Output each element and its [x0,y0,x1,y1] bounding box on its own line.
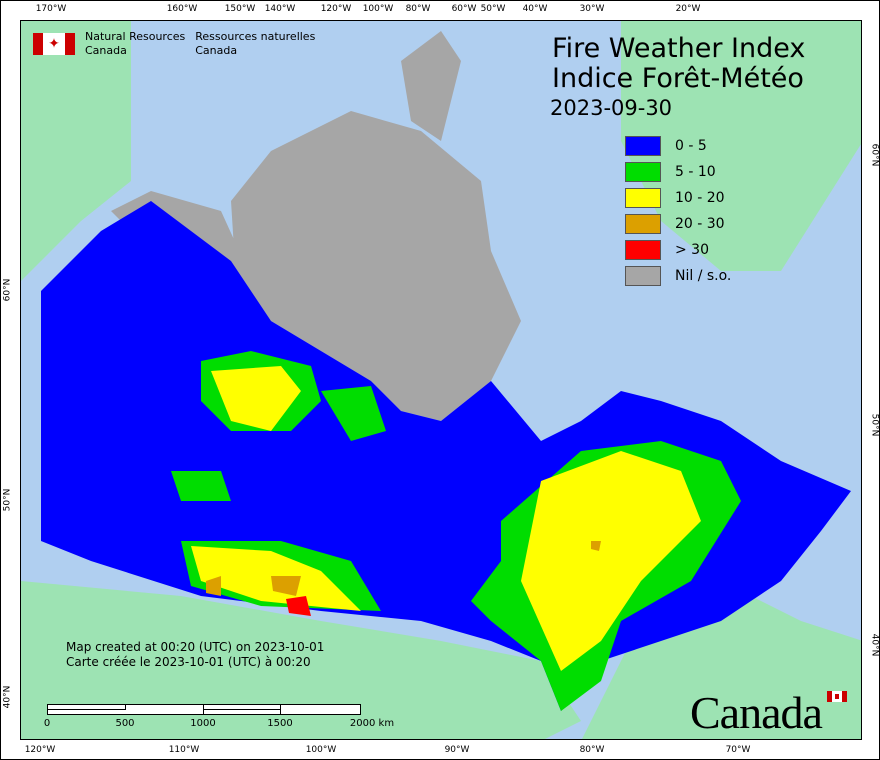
scale-label: 1500 [267,718,293,729]
lon-tick-top: 100°W [362,4,394,14]
lon-tick-top: 120°W [320,4,352,14]
lon-tick-bottom: 120°W [24,745,56,755]
lon-tick-top: 160°W [166,4,198,14]
lat-tick-left: 40°N [2,685,13,709]
fwi-10-20-region [191,366,701,671]
alaska-land [21,21,131,281]
created-en: Map created at 00:20 (UTC) on 2023-10-01 [66,640,325,654]
map-date: 2023-09-30 [550,96,673,120]
canada-flag-icon: ✦ [33,33,75,55]
lon-tick-bottom: 70°W [725,745,751,755]
lon-tick-top: 150°W [224,4,256,14]
org-name-en: Natural Resources [85,30,186,43]
fwi-over-30-region [286,596,311,616]
map-canvas [21,21,861,739]
lon-tick-top: 170°W [35,4,67,14]
lon-tick-top: 20°W [675,4,701,14]
title-en: Fire Weather Index [552,33,806,64]
legend-label: Nil / s.o. [675,268,732,284]
canada-wordmark: Canada [690,687,823,738]
scale-bar [47,704,361,715]
legend-item: Nil / s.o. [625,263,731,289]
org-name-fr: Ressources naturelles [195,30,316,43]
nrcan-signature: ✦ Natural Resources Canada Ressources nat… [33,30,315,58]
lon-tick-top: 40°W [522,4,548,14]
legend-label: 10 - 20 [675,190,725,206]
greenland-land [621,21,861,271]
lon-tick-bottom: 90°W [444,745,470,755]
legend-swatch [625,136,661,156]
lon-tick-top: 50°W [480,4,506,14]
lat-tick-left: 60°N [2,278,13,302]
created-fr: Carte créée le 2023-10-01 (UTC) à 00:20 [66,655,311,669]
map-title: Fire Weather Index Indice Forêt-Météo [552,34,805,94]
lat-tick-right: 60°N [869,143,880,167]
fire-weather-map [20,20,862,740]
legend-swatch [625,162,661,182]
legend-item: 5 - 10 [625,159,731,185]
lon-tick-bottom: 80°W [579,745,605,755]
lon-tick-bottom: 100°W [305,745,337,755]
wordmark-flag-icon [827,691,847,702]
scale-label: 500 [115,718,135,729]
title-fr: Indice Forêt-Météo [552,63,804,94]
legend-item: > 30 [625,237,731,263]
creation-note: Map created at 00:20 (UTC) on 2023-10-01… [66,640,324,670]
org-name-fr-2: Canada [195,44,238,57]
legend-label: 20 - 30 [675,216,725,232]
scale-label: 2000 km [349,718,395,729]
lon-tick-bottom: 110°W [168,745,200,755]
lon-tick-top: 60°W [451,4,477,14]
legend-label: 0 - 5 [675,138,707,154]
legend-label: > 30 [675,242,709,258]
lon-tick-top: 30°W [579,4,605,14]
usa-land [21,581,581,739]
legend-swatch [625,240,661,260]
lat-tick-right: 50°N [869,413,880,437]
legend-swatch [625,188,661,208]
lat-tick-right: 40°N [869,633,880,657]
lon-tick-top: 80°W [405,4,431,14]
legend-item: 0 - 5 [625,133,731,159]
legend: 0 - 5 5 - 10 10 - 20 20 - 30 > 30 Nil / s.o. [625,133,731,289]
scale-label: 0 [43,718,51,729]
org-name-en-2: Canada [85,44,127,57]
legend-item: 10 - 20 [625,185,731,211]
scale-label: 1000 [190,718,216,729]
lon-tick-top: 140°W [264,4,296,14]
legend-label: 5 - 10 [675,164,716,180]
legend-item: 20 - 30 [625,211,731,237]
lat-tick-left: 50°N [2,488,13,512]
legend-swatch [625,214,661,234]
legend-swatch [625,266,661,286]
nil-region [111,31,521,421]
